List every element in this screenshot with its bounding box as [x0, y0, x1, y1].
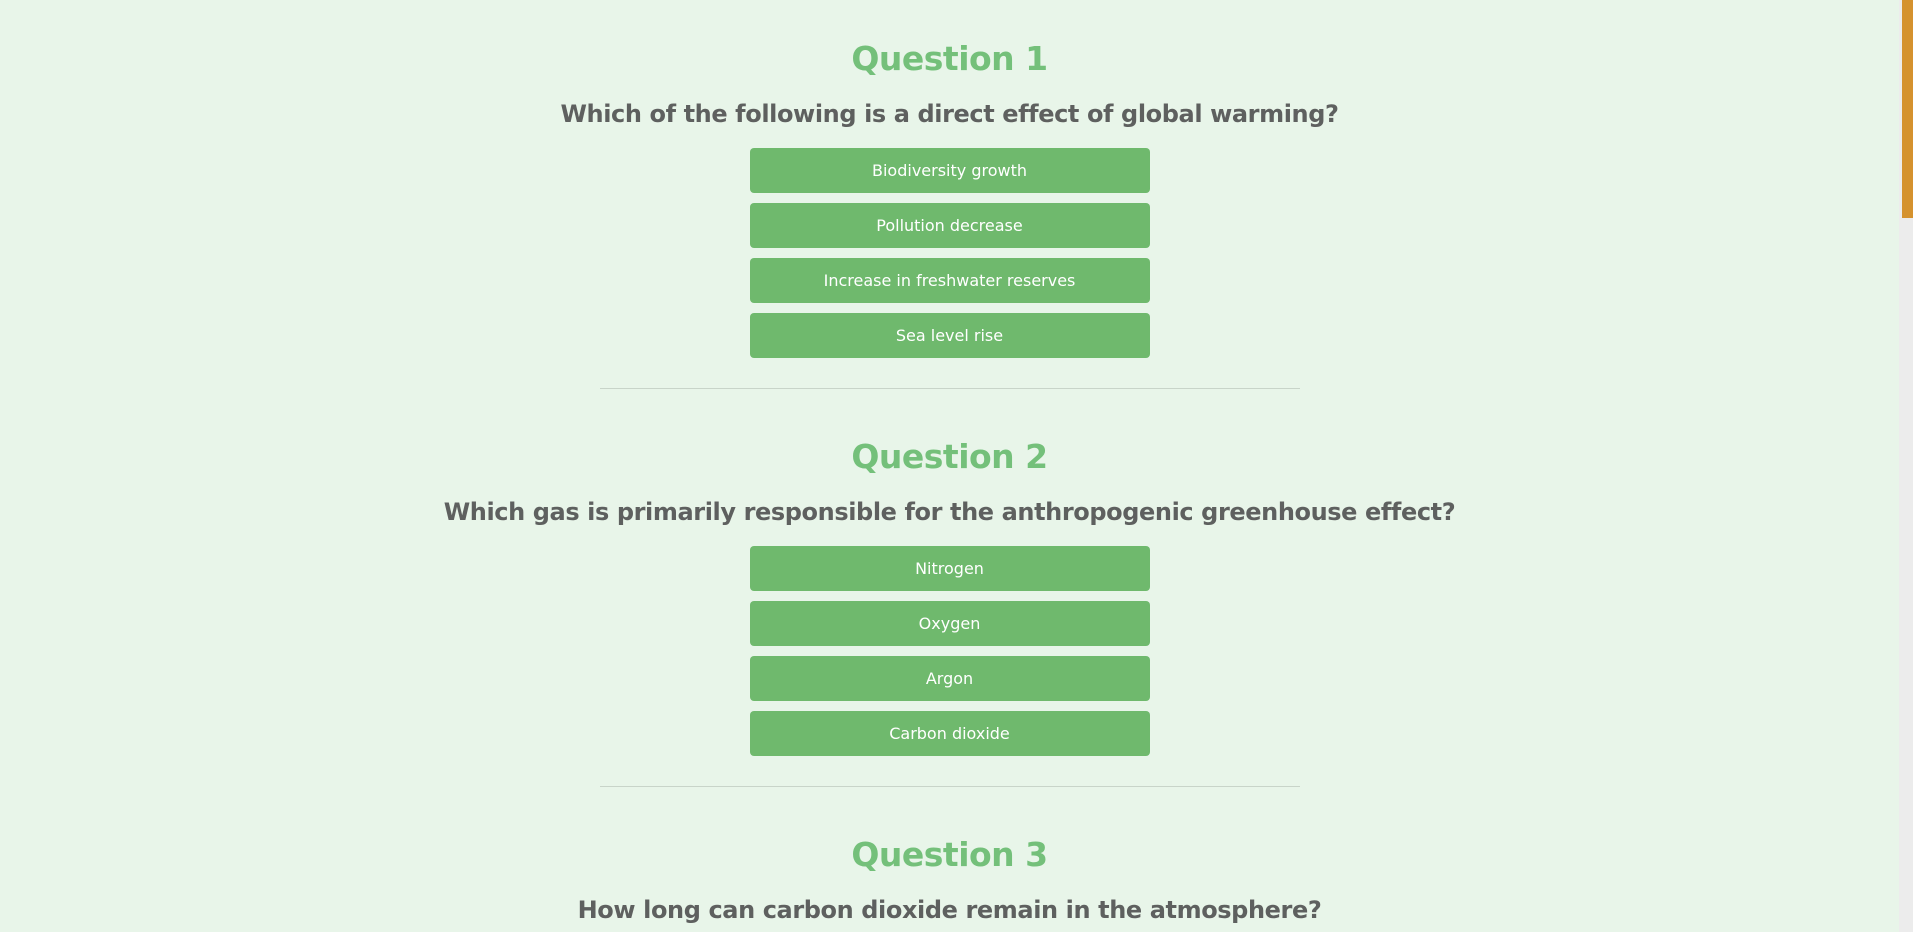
- question-text: Which of the following is a direct effec…: [560, 100, 1339, 128]
- scrollbar-thumb[interactable]: [1902, 0, 1913, 218]
- question-2: Question 2 Which gas is primarily respon…: [0, 432, 1899, 830]
- answer-button[interactable]: Biodiversity growth: [749, 148, 1150, 193]
- question-text: How long can carbon dioxide remain in th…: [577, 896, 1322, 924]
- question-divider: [599, 786, 1300, 787]
- question-1: Question 1 Which of the following is a d…: [0, 34, 1899, 432]
- answer-options: Nitrogen Oxygen Argon Carbon dioxide: [749, 546, 1150, 766]
- question-title: Question 3: [851, 835, 1048, 874]
- question-divider: [599, 388, 1300, 389]
- scrollbar[interactable]: [1899, 0, 1913, 932]
- answer-button[interactable]: Pollution decrease: [749, 203, 1150, 248]
- answer-button[interactable]: Argon: [749, 656, 1150, 701]
- quiz-container: Question 1 Which of the following is a d…: [0, 34, 1899, 930]
- answer-button[interactable]: Nitrogen: [749, 546, 1150, 591]
- question-title: Question 2: [851, 437, 1048, 476]
- question-3: Question 3 How long can carbon dioxide r…: [0, 830, 1899, 930]
- answer-button[interactable]: Sea level rise: [749, 313, 1150, 358]
- answer-button[interactable]: Carbon dioxide: [749, 711, 1150, 756]
- question-text: Which gas is primarily responsible for t…: [443, 498, 1456, 526]
- answer-options: Biodiversity growth Pollution decrease I…: [749, 148, 1150, 368]
- question-title: Question 1: [851, 39, 1048, 78]
- answer-button[interactable]: Oxygen: [749, 601, 1150, 646]
- answer-button[interactable]: Increase in freshwater reserves: [749, 258, 1150, 303]
